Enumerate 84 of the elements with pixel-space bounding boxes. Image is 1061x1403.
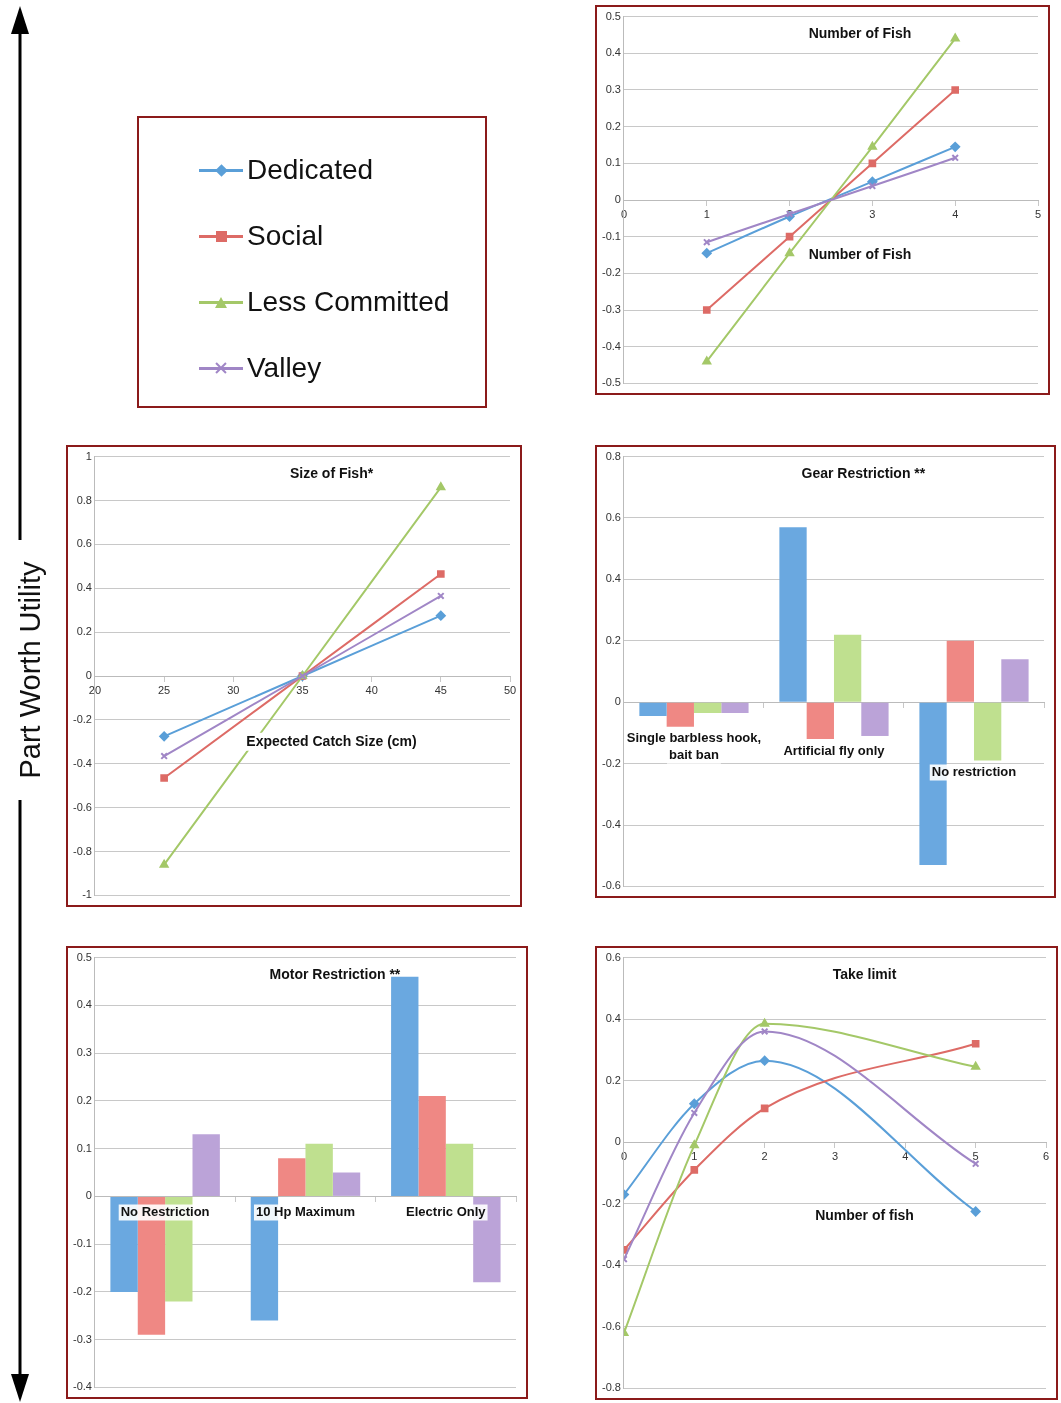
x-tick-label: 3 — [869, 207, 876, 220]
text: Gear Restriction ** — [801, 465, 926, 482]
x-axis-title: Number of Fish — [808, 245, 912, 262]
y-tick-label: 0 — [614, 695, 621, 708]
x-tick-label: 5 — [1034, 207, 1042, 220]
y-tick-label: -0.1 — [72, 1237, 92, 1250]
y-tick-label: 0.2 — [605, 1073, 621, 1086]
x-axis-title: Expected Catch Size (cm) — [246, 732, 417, 749]
y-tick-label: 0.6 — [76, 537, 92, 550]
y-tick-label: -0.2 — [601, 756, 621, 769]
x-tick-label: 50 — [503, 683, 517, 696]
y-tick-label: 0.4 — [76, 581, 92, 594]
x-tick-label: 1 — [691, 1149, 698, 1162]
y-tick-label: -0.4 — [72, 756, 92, 769]
y-tick-label: 0.2 — [605, 119, 621, 132]
x-tick-label: 30 — [227, 683, 240, 696]
y-tick-label: -0.3 — [601, 303, 621, 316]
y-tick-label: -0.1 — [601, 229, 621, 242]
y-tick-label: -0.3 — [72, 1332, 92, 1345]
text: Take limit — [832, 966, 897, 983]
text: Size of Fish* — [289, 465, 374, 482]
y-tick-label: -0.6 — [601, 1319, 621, 1332]
text: Motor Restriction ** — [269, 966, 401, 983]
x-tick-label: Electric Only — [406, 1203, 487, 1219]
y-tick-label: 0.6 — [605, 511, 621, 524]
x-tick-label: 40 — [365, 683, 378, 696]
y-tick-label: -0.2 — [601, 1196, 621, 1209]
x-tick-label: 3 — [831, 1149, 839, 1162]
y-tick-label: 1 — [85, 449, 92, 462]
x-tick-label: 25 — [158, 683, 171, 696]
y-tick-label: 0 — [614, 193, 621, 206]
y-tick-label: 0.4 — [605, 46, 621, 59]
x-tick-label: No Restriction — [120, 1203, 210, 1219]
x-tick-label: 35 — [296, 683, 309, 696]
y-tick-label: 0.4 — [605, 1012, 621, 1025]
y-tick-label: 0.3 — [76, 1046, 92, 1059]
legend-label: Valley — [247, 352, 322, 384]
x-tick-label: 6 — [1042, 1149, 1050, 1162]
y-tick-label: 0.8 — [76, 493, 92, 506]
legend-label: Less Committed — [247, 286, 450, 318]
x-tick-label: 45 — [434, 683, 447, 696]
y-tick-label: 0.5 — [605, 9, 621, 22]
x-tick-label: 2 — [761, 1149, 768, 1162]
y-tick-label: 0.3 — [605, 82, 621, 95]
y-tick-label: 0.2 — [76, 1093, 92, 1106]
y-tick-label: 0.2 — [605, 633, 621, 646]
y-tick-label: 0 — [85, 669, 92, 682]
y-tick-label: 0.6 — [605, 950, 621, 963]
y-tick-label: 0.5 — [76, 950, 92, 963]
text: Number of Fish — [808, 25, 912, 42]
y-tick-label: 0 — [85, 1189, 92, 1202]
y-tick-label: 0.1 — [76, 1141, 92, 1154]
y-tick-label: 0 — [614, 1135, 621, 1148]
x-tick-label: No restriction — [931, 764, 1017, 780]
x-tick-label: Artificial fly only — [783, 742, 886, 758]
y-tick-label: -0.8 — [72, 844, 92, 857]
x-tick-label: 4 — [902, 1149, 909, 1162]
y-tick-label: -0.4 — [601, 1258, 621, 1271]
legend-label: Social — [247, 220, 324, 252]
y-tick-label: 0.8 — [605, 449, 621, 462]
x-tick-label: Single barbless hook, bait ban — [626, 730, 762, 763]
y-tick-label: -0.6 — [601, 879, 621, 892]
y-tick-label: -0.5 — [601, 376, 621, 389]
y-tick-label: 0.4 — [605, 572, 621, 585]
y-tick-label: -0.6 — [72, 800, 92, 813]
x-tick-label: 4 — [952, 207, 959, 220]
y-axis-title: Part Worth Utility — [13, 540, 47, 800]
x-tick-label: 5 — [972, 1149, 979, 1162]
y-tick-label: -0.2 — [601, 266, 621, 279]
y-tick-label: -0.4 — [601, 818, 621, 831]
y-tick-label: -1 — [82, 888, 92, 901]
y-tick-label: -0.4 — [72, 1380, 92, 1393]
y-tick-label: 0.4 — [76, 998, 92, 1011]
y-tick-label: -0.2 — [72, 1284, 92, 1297]
x-tick-label: 10 Hp Maximum — [255, 1203, 355, 1219]
y-tick-label: 0.2 — [76, 625, 92, 638]
x-tick-label: 1 — [703, 207, 710, 220]
y-tick-label: -0.4 — [601, 339, 621, 352]
y-tick-label: -0.2 — [72, 712, 92, 725]
x-axis-title: Number of fish — [815, 1206, 914, 1223]
x-tick-label: 20 — [88, 683, 102, 696]
y-tick-label: -0.8 — [601, 1381, 621, 1394]
y-tick-label: 0.1 — [605, 156, 621, 169]
legend-label: Dedicated — [247, 154, 374, 186]
